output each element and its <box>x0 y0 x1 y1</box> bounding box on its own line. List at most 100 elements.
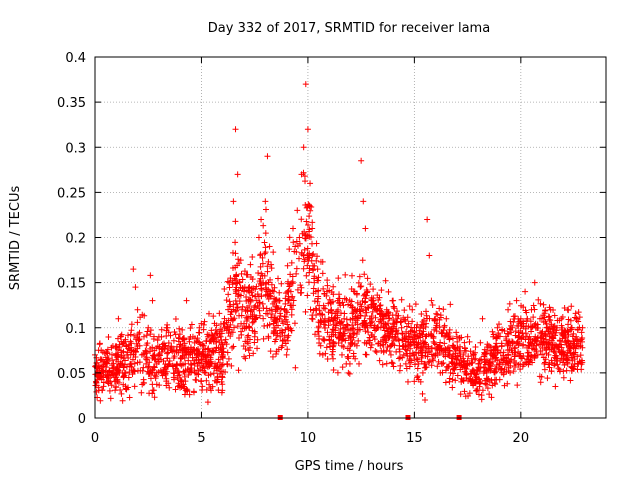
data-point <box>328 314 335 321</box>
data-point <box>551 354 558 361</box>
data-point <box>568 354 575 361</box>
data-point <box>166 360 173 367</box>
data-point <box>398 324 405 331</box>
data-point <box>540 319 547 326</box>
data-point <box>103 348 110 355</box>
data-point <box>174 375 181 382</box>
data-point <box>330 366 337 373</box>
data-point <box>192 369 199 376</box>
data-point <box>442 367 449 374</box>
data-point <box>245 347 252 354</box>
data-point <box>462 362 469 369</box>
data-point <box>329 351 336 358</box>
data-point <box>273 306 280 313</box>
data-point <box>558 355 565 362</box>
data-point <box>542 331 549 338</box>
data-point <box>272 336 279 343</box>
data-point <box>273 318 280 325</box>
data-point <box>468 355 475 362</box>
data-point <box>225 291 232 298</box>
data-point <box>158 356 165 363</box>
data-point <box>288 306 295 313</box>
data-point <box>552 383 559 390</box>
data-point <box>227 275 234 282</box>
data-point <box>341 315 348 322</box>
data-point <box>193 377 200 384</box>
data-point <box>172 315 179 322</box>
data-point <box>356 326 363 333</box>
data-point <box>180 336 187 343</box>
data-point <box>270 288 277 295</box>
data-point <box>252 302 259 309</box>
data-point <box>468 378 475 385</box>
data-point <box>273 351 280 358</box>
data-point <box>397 319 404 326</box>
data-point <box>150 363 157 370</box>
y-tick-label: 0.15 <box>57 277 86 292</box>
data-point <box>117 387 124 394</box>
data-point <box>446 336 453 343</box>
data-point <box>224 349 231 356</box>
data-point <box>360 292 367 299</box>
data-point <box>239 303 246 310</box>
data-point <box>119 397 126 404</box>
data-point <box>199 348 206 355</box>
data-point <box>329 339 336 346</box>
data-point <box>414 356 421 363</box>
data-point <box>565 321 572 328</box>
data-point <box>189 354 196 361</box>
data-point <box>389 341 396 348</box>
data-point <box>328 299 335 306</box>
data-point <box>365 305 372 312</box>
data-point <box>563 356 570 363</box>
data-point <box>321 315 328 322</box>
data-point <box>135 337 142 344</box>
data-point <box>353 308 360 315</box>
data-point <box>549 333 556 340</box>
data-point <box>394 330 401 337</box>
data-point <box>558 315 565 322</box>
data-point <box>565 316 572 323</box>
data-point <box>541 359 548 366</box>
data-point <box>510 368 517 375</box>
data-point <box>249 315 256 322</box>
data-point <box>504 341 511 348</box>
data-point <box>246 344 253 351</box>
data-point <box>318 311 325 318</box>
data-point <box>374 324 381 331</box>
data-point <box>233 300 240 307</box>
data-point <box>421 360 428 367</box>
data-point <box>415 339 422 346</box>
data-point <box>290 225 297 232</box>
data-point <box>426 252 433 259</box>
data-point <box>254 345 261 352</box>
data-point <box>336 320 343 327</box>
data-point <box>441 333 448 340</box>
data-point <box>460 351 467 358</box>
data-point <box>314 253 321 260</box>
data-point <box>116 341 123 348</box>
data-point <box>269 300 276 307</box>
data-point <box>437 314 444 321</box>
data-point <box>555 365 562 372</box>
data-point <box>484 385 491 392</box>
data-point <box>199 383 206 390</box>
data-point <box>229 281 236 288</box>
data-point <box>251 328 258 335</box>
data-point <box>301 173 308 180</box>
data-point <box>229 344 236 351</box>
data-point <box>186 335 193 342</box>
data-point <box>496 360 503 367</box>
data-point <box>349 304 356 311</box>
data-point <box>360 198 367 205</box>
data-point <box>209 347 216 354</box>
data-point <box>493 365 500 372</box>
data-point <box>125 332 132 339</box>
data-point <box>382 333 389 340</box>
data-point <box>572 310 579 317</box>
data-point <box>155 333 162 340</box>
data-point <box>378 319 385 326</box>
data-point <box>324 282 331 289</box>
data-point <box>412 301 419 308</box>
data-point <box>556 342 563 349</box>
